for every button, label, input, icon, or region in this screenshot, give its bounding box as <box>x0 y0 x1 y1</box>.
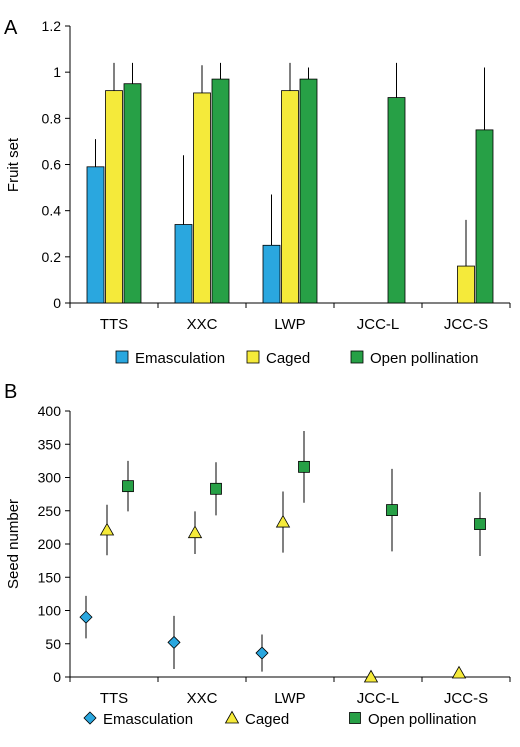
panel-a-legend: Emasculation Caged Open pollination <box>115 350 478 367</box>
panel-a-y-tick-label: 1 <box>53 64 61 80</box>
panel-b-category-xxc: XXC <box>187 690 218 707</box>
panel-a-bar-caged-tts <box>105 90 123 304</box>
panel-a-y-tick-label: 0.4 <box>42 203 62 219</box>
panel-b-point-open-pollination-tts <box>122 480 134 493</box>
panel-a-label: A <box>4 17 18 39</box>
panel-b-point-emasculation-lwp <box>255 646 269 660</box>
panel-a-legend-label-emasculation: Emasculation <box>135 350 225 367</box>
panel-b-y-tick-label: 100 <box>38 603 62 619</box>
panel-a-category-xxc: XXC <box>187 316 218 333</box>
panel-a-y-tick-label: 0.8 <box>42 110 62 126</box>
panel-a-bar-caged-jcc-s <box>457 265 475 304</box>
panel-a-bar-emasculation-lwp <box>262 244 281 304</box>
panel-b-y-tick-label: 350 <box>38 436 62 452</box>
panel-a-y-tick-label: 0 <box>53 295 61 311</box>
panel-a-y-tick-label: 0.6 <box>42 157 62 173</box>
panel-b-y-tick-label: 50 <box>45 636 61 652</box>
panel-a-category-jcc-l: JCC-L <box>357 316 400 333</box>
panel-b-point-caged-jcc-s <box>451 665 467 679</box>
panel-a-category-tts: TTS <box>100 316 128 333</box>
panel-b-legend-label-emasculation: Emasculation <box>103 711 193 728</box>
panel-a-legend-label-open-pollination: Open pollination <box>370 350 478 367</box>
panel-b-y-tick-label: 400 <box>38 403 62 419</box>
panel-b-category-lwp: LWP <box>274 690 305 707</box>
panel-b-y-tick-label: 0 <box>53 669 61 685</box>
panel-b-point-caged-xxc <box>187 525 203 539</box>
panel-b-y-tick-label: 200 <box>38 536 62 552</box>
panel-b-point-caged-tts <box>99 522 115 536</box>
panel-b-legend-label-open-pollination: Open pollination <box>368 711 476 728</box>
panel-b-legend-marker-emasculation <box>83 711 97 725</box>
panel-a-bar-emasculation-tts <box>86 166 105 304</box>
panel-a-category-lwp: LWP <box>274 316 305 333</box>
panel-b-y-axis-label: Seed number <box>5 499 22 589</box>
panel-a-bar-open-pollination-jcc-s <box>475 129 494 304</box>
panel-a-bar-open-pollination-xxc <box>211 78 230 304</box>
panel-b-point-caged-jcc-l <box>363 669 379 683</box>
panel-b-point-open-pollination-jcc-s <box>474 518 486 530</box>
panel-a-legend-swatch-open-pollination <box>350 350 364 364</box>
panel-b-point-caged-lwp <box>275 514 291 528</box>
panel-b-category-jcc-l: JCC-L <box>357 690 400 707</box>
panel-a-legend-swatch-emasculation <box>115 350 129 364</box>
panel-a-category-jcc-s: JCC-S <box>444 316 488 333</box>
panel-a-legend-label-caged: Caged <box>266 350 310 367</box>
panel-b-label: B <box>4 381 17 403</box>
panel-b-y-tick-label: 250 <box>38 503 62 519</box>
panel-a-y-tick-label: 0.2 <box>42 249 62 265</box>
panel-b-seed-number-chart: 0 50 100 150 200 250 300 350 400 TTS XXC LWP JCC-L J… <box>5 403 511 707</box>
panel-a-y-tick-label: 1.2 <box>42 18 62 34</box>
panel-b-legend-marker-caged <box>224 710 240 724</box>
panel-a-legend-swatch-caged <box>246 350 260 364</box>
panel-b-point-open-pollination-lwp <box>298 460 310 473</box>
panel-b-point-open-pollination-jcc-l <box>386 504 398 516</box>
panel-a-bar-caged-lwp <box>281 90 299 304</box>
panel-a-y-axis-label: Fruit set <box>5 137 22 192</box>
panel-b-legend-marker-open-pollination <box>349 712 361 724</box>
panel-b-point-emasculation-xxc <box>167 635 181 649</box>
panel-a-bar-open-pollination-lwp <box>299 78 318 304</box>
panel-a-bar-open-pollination-jcc-l <box>387 97 406 304</box>
panel-b-category-jcc-s: JCC-S <box>444 690 488 707</box>
panel-a-bar-open-pollination-tts <box>123 83 142 304</box>
panel-b-point-emasculation-tts <box>79 610 93 624</box>
panel-a-fruit-set-chart: 0 0.2 0.4 0.6 0.8 1 1.2 TTS XXC LWP JCC-L JCC-S Fr… <box>5 18 511 333</box>
panel-b-y-tick-label: 150 <box>38 569 62 585</box>
panel-a-bar-caged-xxc <box>193 92 211 304</box>
panel-b-legend: Emasculation Caged Open pollination <box>83 710 476 728</box>
panel-b-y-tick-label: 300 <box>38 470 62 486</box>
panel-b-point-open-pollination-xxc <box>210 482 222 495</box>
panel-b-category-tts: TTS <box>100 690 128 707</box>
panel-a-bar-emasculation-xxc <box>174 224 193 304</box>
panel-b-legend-label-caged: Caged <box>245 711 289 728</box>
